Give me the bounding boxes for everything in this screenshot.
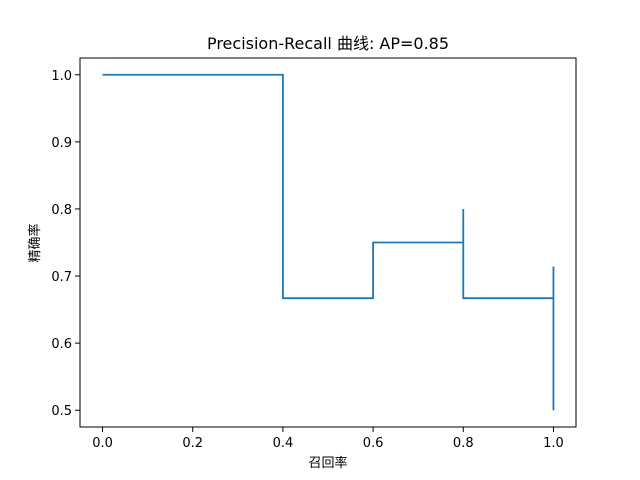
y-tick-label: 0.8 [51, 203, 72, 218]
x-axis-ticks: 0.0 0.2 0.4 0.6 0.8 1.0 [92, 427, 564, 451]
x-tick-label: 0.0 [92, 436, 113, 451]
chart-title: Precision-Recall 曲线: AP=0.85 [207, 34, 449, 53]
y-axis-ticks: 0.5 0.6 0.7 0.8 0.9 1.0 [51, 69, 80, 419]
x-axis-label: 召回率 [308, 455, 347, 471]
x-tick-label: 0.6 [363, 436, 384, 451]
series-group [102, 73, 555, 411]
y-tick-label: 0.6 [51, 337, 72, 352]
pr-curve-line [102, 73, 555, 411]
y-tick-label: 1.0 [51, 69, 72, 84]
y-tick-label: 0.7 [51, 270, 72, 285]
y-tick-label: 0.9 [51, 136, 72, 151]
y-axis-label: 精确率 [27, 223, 43, 262]
x-tick-label: 0.2 [182, 436, 203, 451]
x-tick-label: 0.4 [273, 436, 294, 451]
x-tick-label: 0.8 [453, 436, 474, 451]
x-tick-label: 1.0 [543, 436, 564, 451]
y-tick-label: 0.5 [51, 404, 72, 419]
plot-frame [79, 57, 577, 428]
